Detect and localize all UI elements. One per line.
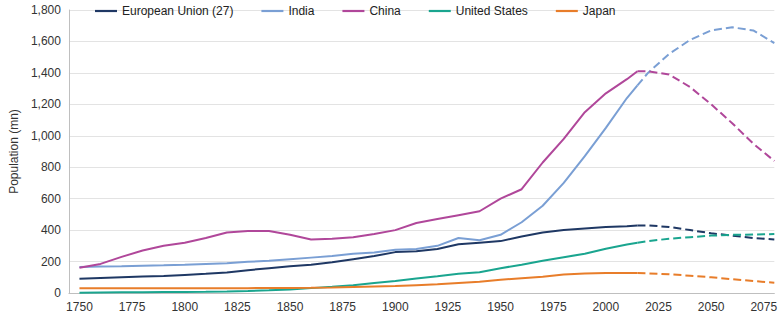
svg-text:1850: 1850 [277, 300, 304, 314]
svg-text:United States: United States [456, 4, 528, 18]
svg-text:India: India [288, 4, 314, 18]
svg-text:2025: 2025 [645, 300, 672, 314]
svg-text:1825: 1825 [224, 300, 251, 314]
svg-text:1800: 1800 [171, 300, 198, 314]
svg-text:Japan: Japan [583, 4, 616, 18]
svg-text:1775: 1775 [119, 300, 146, 314]
svg-text:1900: 1900 [382, 300, 409, 314]
svg-text:800: 800 [41, 160, 61, 174]
svg-text:China: China [369, 4, 401, 18]
svg-text:1750: 1750 [66, 300, 93, 314]
svg-text:1975: 1975 [540, 300, 567, 314]
svg-text:1925: 1925 [435, 300, 462, 314]
svg-text:Population (mn): Population (mn) [7, 109, 21, 194]
svg-text:1,400: 1,400 [31, 66, 61, 80]
svg-text:1875: 1875 [329, 300, 356, 314]
svg-text:2050: 2050 [698, 300, 725, 314]
svg-text:1950: 1950 [487, 300, 514, 314]
svg-text:2000: 2000 [593, 300, 620, 314]
svg-text:1,600: 1,600 [31, 34, 61, 48]
svg-text:1,800: 1,800 [31, 3, 61, 17]
svg-text:600: 600 [41, 192, 61, 206]
svg-text:European Union (27): European Union (27) [122, 4, 233, 18]
svg-text:2075: 2075 [750, 300, 777, 314]
svg-text:1,200: 1,200 [31, 97, 61, 111]
svg-text:200: 200 [41, 255, 61, 269]
svg-text:1,000: 1,000 [31, 129, 61, 143]
svg-text:400: 400 [41, 223, 61, 237]
svg-text:0: 0 [54, 286, 61, 300]
